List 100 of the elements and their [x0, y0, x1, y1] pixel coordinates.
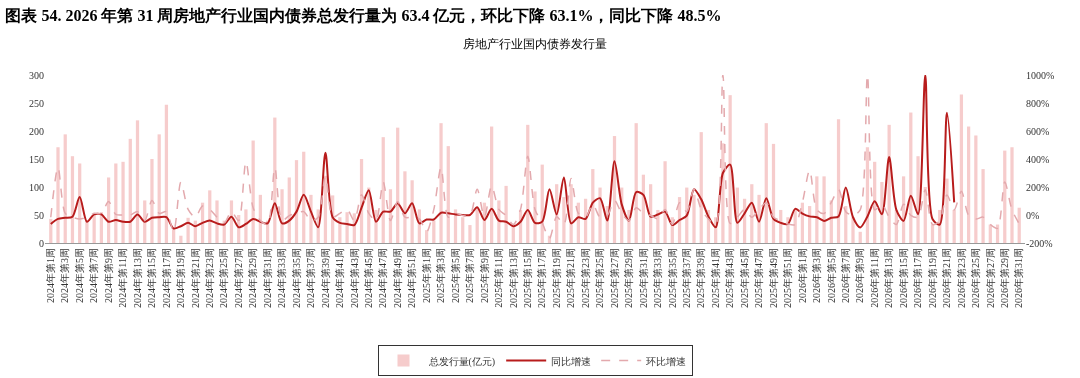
x-tick-label: 2025年第41周 — [709, 248, 721, 308]
bar — [793, 209, 797, 243]
bar — [598, 187, 602, 243]
bar — [822, 176, 826, 243]
bar — [135, 120, 140, 243]
x-tick-label: 2025年第39周 — [695, 248, 707, 308]
x-tick-label: 2024年第29周 — [247, 248, 259, 308]
x-tick-label: 2025年第1周 — [420, 248, 432, 303]
x-tick-label: 2026年第15周 — [897, 248, 909, 308]
bar — [692, 194, 696, 243]
x-tick-label: 2025年第49周 — [767, 248, 779, 308]
y-tick-label: 150 — [29, 153, 44, 165]
x-tick-label: 2025年第29周 — [623, 248, 635, 308]
x-tick-label: 2024年第3周 — [59, 248, 71, 303]
x-tick-label: 2025年第17周 — [536, 248, 548, 308]
bar — [981, 169, 985, 243]
x-tick-label: 2024年第11周 — [117, 248, 129, 308]
chart-title: 图表 54. 2026 年第 31 周房地产行业国内债券总发行量为 63.4 亿元，环比下降 63.1%，同比下降 48.5% — [5, 5, 722, 24]
x-tick-label: 2024年第49周 — [391, 248, 403, 308]
bar — [403, 171, 407, 243]
x-tick-label: 2024年第41周 — [334, 248, 346, 308]
y-tick-label: 200 — [29, 125, 44, 137]
y-tick-label: 250 — [29, 97, 44, 109]
bar — [92, 215, 96, 243]
legend-label: 环比增速 — [646, 355, 687, 367]
x-tick-label: 2025年第45周 — [738, 248, 750, 308]
y2-tick-label: 800% — [1026, 97, 1050, 109]
x-tick-label: 2026年第31周 — [1013, 248, 1025, 308]
bar — [244, 209, 248, 243]
x-tick-label: 2024年第33周 — [276, 248, 288, 308]
x-tick-label: 2026年第13周 — [883, 248, 895, 308]
x-tick-label: 2024年第25周 — [218, 248, 230, 308]
x-tick-label: 2025年第23周 — [579, 248, 591, 308]
y-tick-label: 100 — [29, 181, 44, 193]
x-tick-label: 2025年第19周 — [550, 248, 562, 308]
bar — [757, 194, 761, 243]
chart-subtitle: 房地产行业国内债券发行量 — [463, 37, 607, 51]
bar — [150, 159, 154, 243]
bar — [186, 217, 190, 243]
bar — [157, 134, 161, 243]
bar — [432, 220, 436, 243]
bar — [851, 217, 855, 243]
x-tick-label: 2024年第39周 — [319, 248, 331, 308]
x-tick-label: 2026年第11周 — [868, 248, 880, 308]
x-tick-label: 2026年第21周 — [941, 248, 953, 308]
x-tick-label: 2024年第35周 — [290, 248, 302, 308]
bar — [1010, 147, 1014, 243]
x-tick-label: 2024年第31周 — [261, 248, 273, 308]
x-tick-label: 2024年第23周 — [204, 248, 216, 308]
x-tick-label: 2026年第25周 — [970, 248, 982, 308]
x-tick-label: 2024年第45周 — [363, 248, 375, 308]
x-tick-label: 2026年第29周 — [999, 248, 1011, 308]
x-tick-label: 2024年第15周 — [146, 248, 158, 308]
x-tick-label: 2025年第9周 — [478, 248, 490, 303]
bar — [858, 231, 862, 243]
x-tick-label: 2026年第7周 — [840, 248, 852, 303]
bar — [179, 235, 183, 243]
x-tick-label: 2026年第1周 — [796, 248, 808, 303]
bar — [461, 217, 465, 243]
x-tick-label: 2024年第1周 — [45, 248, 57, 303]
x-tick-label: 2025年第47周 — [753, 248, 765, 308]
bar — [562, 197, 566, 243]
x-tick-label: 2025年第51周 — [782, 248, 794, 308]
x-tick-label: 2026年第23周 — [955, 248, 967, 308]
bar — [215, 200, 219, 243]
y-tick-label: 300 — [29, 69, 44, 81]
x-tick-label: 2025年第13周 — [507, 248, 519, 308]
x-tick-label: 2025年第21周 — [565, 248, 577, 308]
x-tick-label: 2025年第35周 — [666, 248, 678, 308]
x-tick-label: 2024年第51周 — [406, 248, 418, 308]
y2-tick-label: 200% — [1026, 181, 1050, 193]
x-tick-label: 2025年第27周 — [608, 248, 620, 308]
bar — [959, 94, 964, 243]
y2-tick-label: 0% — [1026, 209, 1040, 221]
legend-label: 同比增速 — [551, 355, 592, 367]
x-tick-label: 2024年第37周 — [305, 248, 317, 308]
y2-tick-label: 600% — [1026, 125, 1050, 137]
bar — [952, 209, 956, 243]
x-tick-label: 2024年第17周 — [160, 248, 172, 308]
y2-tick-label: 400% — [1026, 153, 1050, 165]
x-tick-label: 2025年第37周 — [681, 248, 693, 308]
y2-tick-label: 1000% — [1026, 69, 1055, 81]
bar — [56, 147, 60, 243]
x-tick-label: 2026年第9周 — [854, 248, 866, 303]
bar — [974, 135, 978, 243]
x-tick-label: 2025年第3周 — [435, 248, 447, 303]
x-tick-label: 2026年第17周 — [912, 248, 924, 308]
bar — [85, 220, 89, 243]
x-tick-label: 2025年第43周 — [724, 248, 736, 308]
x-tick-label: 2025年第31周 — [637, 248, 649, 308]
bar — [172, 229, 176, 243]
x-tick-label: 2024年第47周 — [377, 248, 389, 308]
x-tick-label: 2026年第5周 — [825, 248, 837, 303]
y2-tick-label: -200% — [1026, 237, 1053, 249]
x-tick-label: 2026年第27周 — [984, 248, 996, 308]
x-tick-label: 2025年第11周 — [493, 248, 505, 308]
x-tick-label: 2024年第19周 — [175, 248, 187, 308]
y-tick-label: 50 — [34, 209, 44, 221]
bar — [967, 126, 971, 243]
bar — [439, 123, 443, 243]
